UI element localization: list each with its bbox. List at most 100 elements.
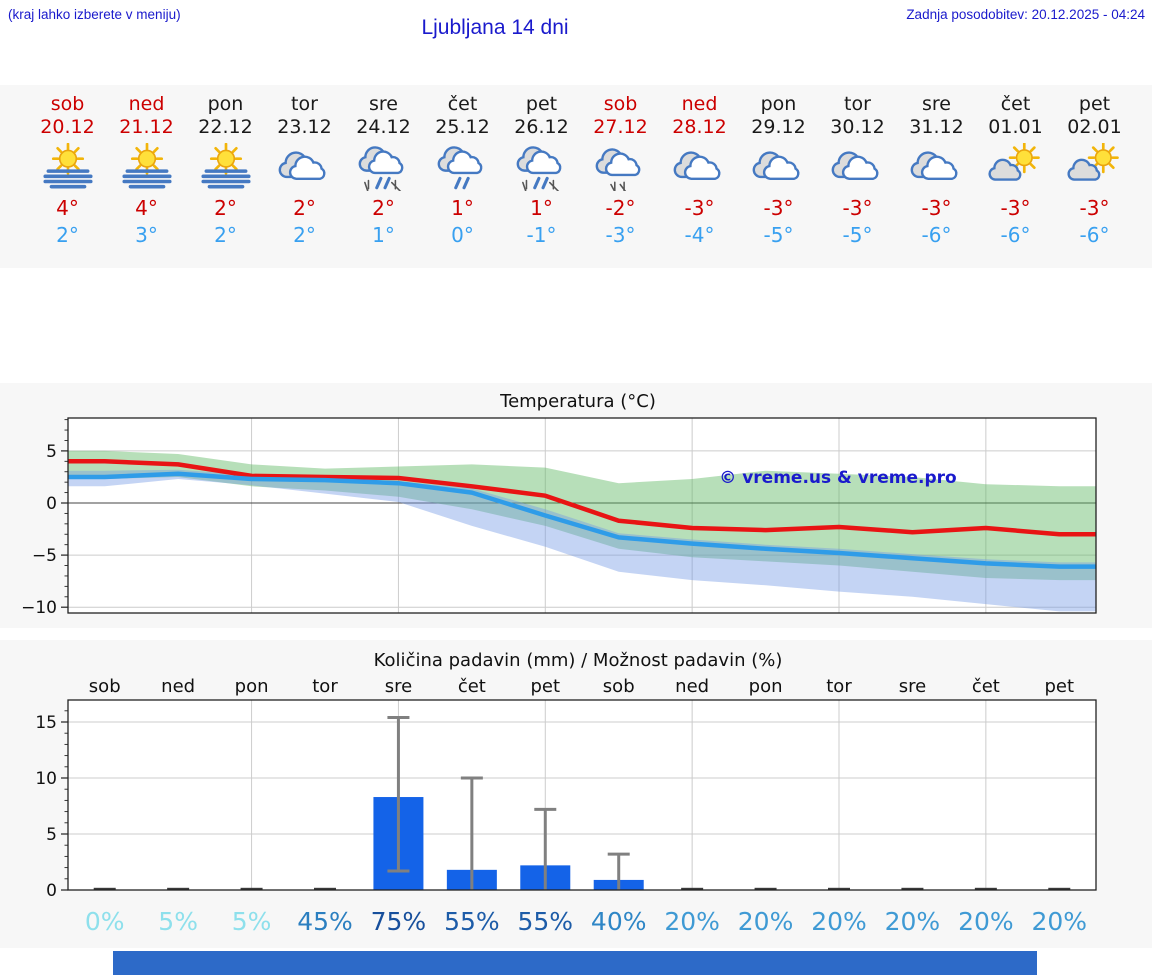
precipitation-plot-area: sob ned pon tor sre čet pet sob ned pon tor sre čet p…	[0, 640, 1152, 948]
precip-probability-label: 20%	[738, 907, 794, 936]
forecast-strip: sob 20.12 4° 2° ned 21.12 4° 3° pon 22.12 2° 2° t…	[0, 85, 1152, 268]
daily-max-line	[68, 459, 1096, 537]
low-temp: 2°	[56, 223, 79, 247]
forecast-day-column: sre 24.12 2° 1°	[344, 93, 423, 268]
precip-whisker	[387, 716, 410, 873]
day-date: 23.12	[277, 116, 332, 138]
day-date: 30.12	[830, 116, 885, 138]
rain-icon	[437, 146, 482, 190]
precip-day-label: ned	[675, 676, 709, 697]
precip-probability-label: 20%	[664, 907, 720, 936]
zero-precip-tick	[1048, 887, 1071, 890]
sun-fog-icon	[121, 143, 172, 189]
zero-precip-tick	[167, 887, 190, 890]
zero-precip-tick	[93, 887, 116, 890]
day-name: sre	[922, 93, 951, 115]
precip-day-label: čet	[972, 676, 1000, 697]
weather-icon	[818, 143, 897, 193]
precip-day-label: pon	[749, 676, 783, 697]
zero-precip-tick	[314, 887, 336, 890]
low-temp: -5°	[763, 223, 794, 247]
day-date: 27.12	[593, 116, 648, 138]
day-name: ned	[128, 93, 165, 115]
precip-probability-label: 0%	[85, 907, 125, 936]
sun-fog-icon	[200, 143, 251, 189]
high-temp: 4°	[135, 196, 158, 220]
day-date: 21.12	[119, 116, 174, 138]
cloudy-icon	[752, 151, 799, 180]
forecast-day-column: pet 02.01 -3° -6°	[1055, 93, 1134, 268]
day-name: tor	[291, 93, 318, 115]
day-date: 20.12	[40, 116, 95, 138]
day-date: 29.12	[751, 116, 806, 138]
precipitation-chart: sob ned pon tor sre čet pet sob ned pon tor sre čet p…	[0, 640, 1152, 948]
temperature-chart: 5 0 −5 −10 Temperatura (°C) © vreme.us & vr…	[0, 383, 1152, 628]
cloudy-icon	[278, 151, 325, 180]
day-date: 25.12	[435, 116, 490, 138]
precip-probability-label: 20%	[1031, 907, 1087, 936]
day-date: 01.01	[988, 116, 1043, 138]
high-temp: 1°	[451, 196, 474, 220]
svg-text:−5: −5	[32, 546, 57, 566]
low-temp: -4°	[684, 223, 715, 247]
weather-icon	[739, 143, 818, 193]
snow-icon	[595, 148, 640, 191]
forecast-day-column: ned 28.12 -3° -4°	[660, 93, 739, 268]
high-temp: -3°	[1079, 196, 1110, 220]
precip-probability-label: 20%	[811, 907, 867, 936]
high-temp: -3°	[921, 196, 952, 220]
weather-icon	[581, 143, 660, 193]
last-update-label: Zadnja posodobitev: 20.12.2025 - 04:24	[906, 7, 1145, 22]
forecast-day-column: sob 20.12 4° 2°	[28, 93, 107, 268]
footer-bar	[113, 951, 1037, 975]
high-temp: -3°	[842, 196, 873, 220]
day-date: 28.12	[672, 116, 727, 138]
partly-sunny-icon	[1066, 143, 1119, 181]
low-temp: -5°	[842, 223, 873, 247]
precip-probability-label: 20%	[885, 907, 941, 936]
svg-text:5: 5	[46, 442, 57, 462]
precip-day-label: pet	[1045, 676, 1075, 697]
page-title: Ljubljana 14 dni	[421, 16, 569, 39]
day-name: sob	[50, 93, 85, 115]
precip-day-label: sre	[899, 676, 926, 697]
low-temp: -1°	[526, 223, 557, 247]
precip-day-label: tor	[826, 676, 852, 697]
daily-min-line	[68, 471, 1096, 569]
low-temp: -6°	[1000, 223, 1031, 247]
precip-probability-label: 40%	[591, 907, 647, 936]
svg-text:10: 10	[35, 769, 57, 789]
low-temp: 0°	[451, 223, 474, 247]
zero-precip-tick	[901, 887, 924, 890]
high-temp: -2°	[605, 196, 636, 220]
svg-text:0: 0	[46, 494, 57, 514]
weather-icon	[28, 143, 107, 193]
day-name: sre	[369, 93, 398, 115]
day-date: 31.12	[909, 116, 964, 138]
day-date: 26.12	[514, 116, 569, 138]
precipitation-chart-title: Količina padavin (mm) / Možnost padavin …	[374, 650, 783, 671]
max-range-band	[68, 450, 1096, 581]
zero-precip-tick	[974, 887, 997, 890]
day-date: 02.01	[1067, 116, 1122, 138]
temperature-plot-area: 5 0 −5 −10	[0, 383, 1152, 628]
low-temp: 3°	[135, 223, 158, 247]
weather-icon	[423, 143, 502, 193]
high-temp: 2°	[293, 196, 316, 220]
precip-day-label: sob	[89, 676, 121, 697]
precip-probability-label: 55%	[444, 907, 500, 936]
weather-icon	[186, 143, 265, 193]
low-temp: -6°	[921, 223, 952, 247]
day-date: 24.12	[356, 116, 411, 138]
cloudy-icon	[831, 151, 878, 180]
day-name: čet	[447, 93, 478, 115]
forecast-day-column: pon 29.12 -3° -5°	[739, 93, 818, 268]
zero-precip-tick	[828, 887, 850, 890]
forecast-day-column: sre 31.12 -3° -6°	[897, 93, 976, 268]
low-temp: -6°	[1079, 223, 1110, 247]
low-temp: -3°	[605, 223, 636, 247]
forecast-day-column: sob 27.12 -2° -3°	[581, 93, 660, 268]
weather-icon	[660, 143, 739, 193]
precip-day-label: ned	[161, 676, 195, 697]
precip-whisker	[460, 776, 483, 890]
